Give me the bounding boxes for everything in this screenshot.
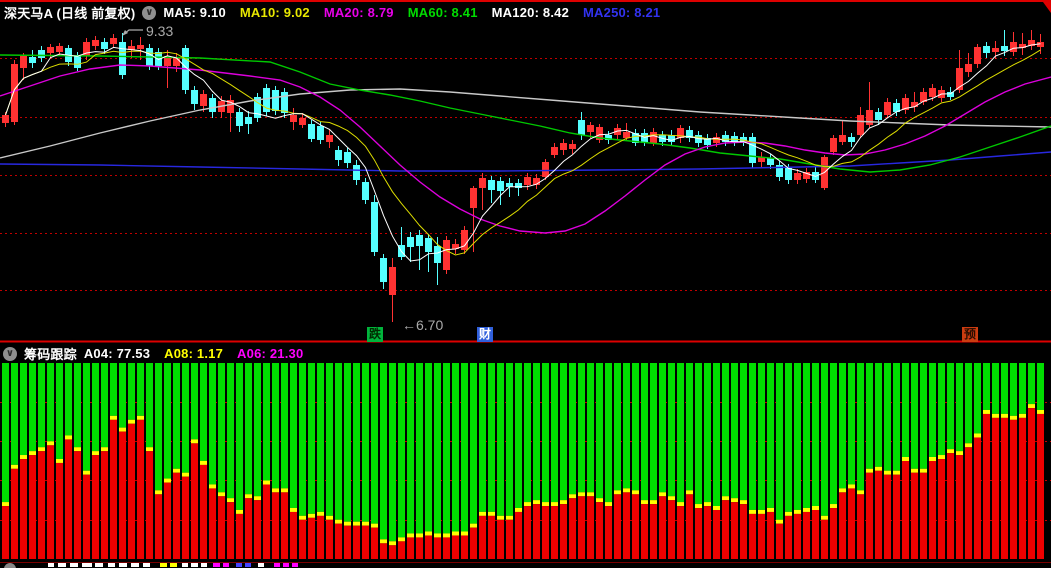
truncated-text-fragment [143,563,150,567]
truncated-text-fragment [48,563,54,567]
legend-item: A06: 21.30 [237,346,304,361]
truncated-text-fragment [160,563,167,567]
event-flag[interactable]: 预 [962,327,978,342]
window-top-border [0,0,1051,2]
truncated-text-fragment [58,563,66,567]
indicator-chevron-icon[interactable] [3,346,17,361]
truncated-text-fragment [236,563,242,567]
indicator-legend: A04: 77.53 A08: 1.17 A06: 21.30 [84,346,318,361]
truncated-text-fragment [119,563,127,567]
legend-item: MA5: 9.10 [163,5,226,20]
peak-arrowhead [122,30,128,36]
truncated-text-fragment [223,563,229,567]
ma-legend: MA5: 9.10 MA10: 9.02 MA20: 8.79 MA60: 8.41 M… [163,5,674,20]
truncated-text-fragment [213,563,220,567]
peak-price-label: 9.33 [146,23,173,39]
legend-item: MA60: 8.41 [407,5,478,20]
event-flag[interactable]: 跌 [367,327,383,342]
truncated-text-fragment [191,563,198,567]
trough-price-label: ←6.70 [402,317,443,333]
truncated-chevron-icon[interactable] [4,563,16,568]
main-chart-header: 深天马A (日线 前复权) MA5: 9.10 MA10: 9.02 MA20: 8… [4,3,674,22]
event-flag[interactable]: 财 [477,327,493,342]
candles [2,30,1044,322]
chip-bars [2,363,1044,559]
truncated-text-fragment [258,563,264,567]
stock-title: 深天马A (日线 前复权) [4,6,136,21]
legend-item: MA10: 9.02 [239,5,310,20]
ma5-line [5,43,1041,262]
truncated-text-fragment [95,563,103,567]
indicator-header: 筹码跟踪 A04: 77.53 A08: 1.17 A06: 21.30 [3,344,317,363]
legend-item: A04: 77.53 [83,346,151,361]
ma250-line [0,151,1051,172]
truncated-text-fragment [70,563,78,567]
legend-item: MA120: 8.42 [491,5,570,20]
truncated-text-fragment [82,563,92,567]
ma60-line [0,54,1051,173]
legend-item: MA20: 8.79 [323,5,394,20]
indicator-title: 筹码跟踪 [24,347,77,362]
legend-item: MA250: 8.21 [583,5,661,20]
truncated-text-fragment [245,563,251,567]
ma20-line [0,64,1051,234]
collapse-chevron-icon[interactable] [142,5,157,20]
truncated-text-fragment [108,563,115,567]
ma120-line [0,88,1051,159]
truncated-next-panel-header [0,563,1051,568]
truncated-text-fragment [182,563,188,567]
truncated-text-fragment [292,563,298,567]
ma10-line [5,49,1041,256]
truncated-text-fragment [283,563,289,567]
truncated-text-fragment [201,563,207,567]
legend-item: A08: 1.17 [164,346,224,361]
window-corner-mark [1043,2,1051,13]
truncated-text-fragment [131,563,139,567]
truncated-text-fragment [274,563,280,567]
truncated-text-fragment [170,563,177,567]
